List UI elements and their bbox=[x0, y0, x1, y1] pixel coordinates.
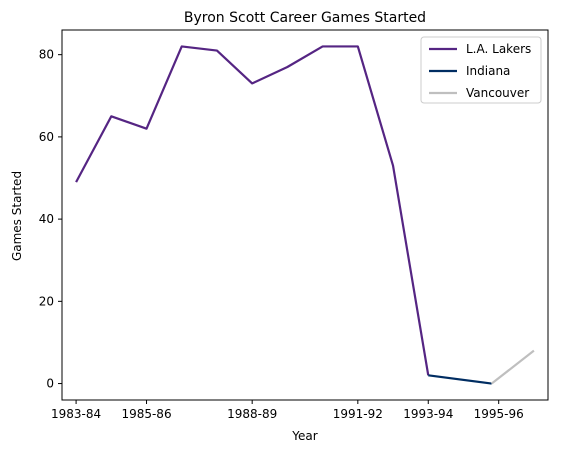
chart-title: Byron Scott Career Games Started bbox=[184, 10, 426, 26]
x-axis: 1983-84 1985-86 1988-89 1991-92 1993-94 1995-… bbox=[51, 400, 524, 421]
x-tick-label: 1988-89 bbox=[227, 407, 277, 421]
y-axis: 0 20 40 60 80 bbox=[39, 48, 62, 391]
plot-area bbox=[61, 29, 549, 401]
y-tick-label: 20 bbox=[39, 294, 54, 308]
y-tick-label: 80 bbox=[39, 48, 54, 62]
x-tick-label: 1985-86 bbox=[121, 407, 171, 421]
y-tick-label: 60 bbox=[39, 130, 54, 144]
plot-frame bbox=[61, 29, 549, 401]
legend: L.A. Lakers Indiana Vancouver bbox=[420, 36, 542, 104]
series-line-l-a-lakers bbox=[75, 45, 430, 376]
legend-label-vancouver: Vancouver bbox=[466, 86, 529, 100]
series-lines bbox=[75, 45, 535, 385]
y-axis-label: Games Started bbox=[10, 171, 24, 261]
x-tick-label: 1983-84 bbox=[51, 407, 101, 421]
y-tick-label: 0 bbox=[46, 377, 54, 391]
x-tick-label: 1991-92 bbox=[333, 407, 383, 421]
x-tick-label: 1995-96 bbox=[474, 407, 524, 421]
series-line-indiana bbox=[428, 374, 492, 385]
legend-label-indiana: Indiana bbox=[466, 64, 510, 78]
series-line-vancouver bbox=[490, 349, 535, 385]
x-axis-label: Year bbox=[291, 429, 317, 443]
y-tick-label: 40 bbox=[39, 212, 54, 226]
legend-label-l-a-lakers: L.A. Lakers bbox=[466, 42, 531, 56]
x-tick-label: 1993-94 bbox=[403, 407, 453, 421]
legend-box bbox=[420, 36, 542, 104]
